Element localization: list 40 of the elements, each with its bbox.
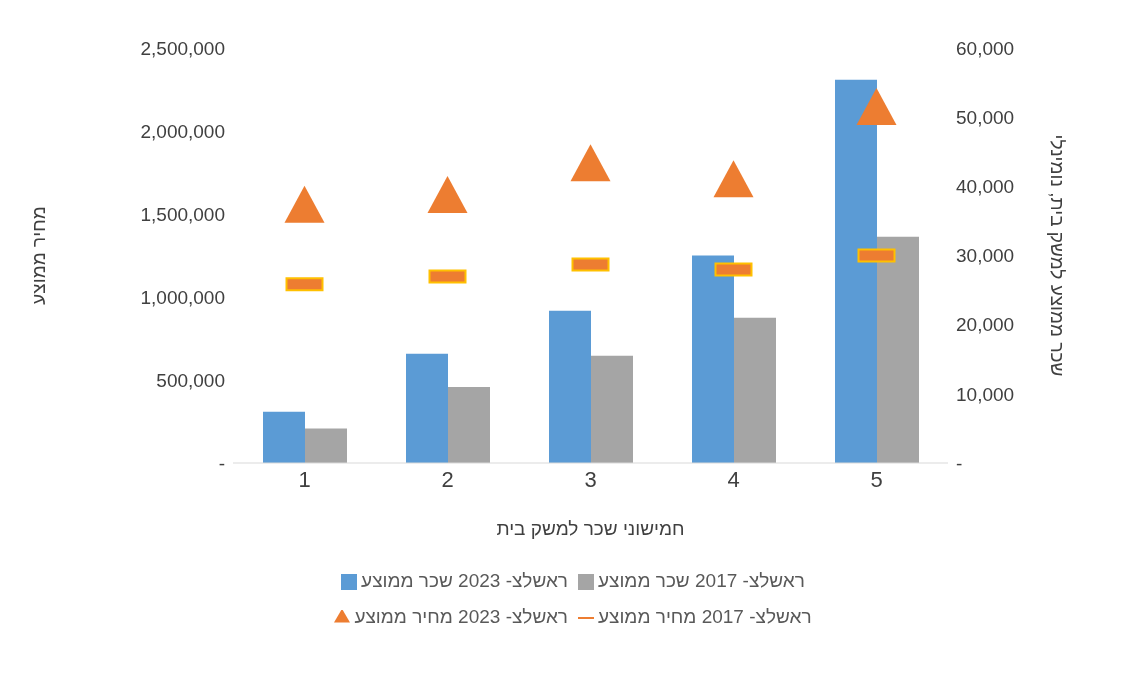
bar — [877, 236, 919, 463]
legend-label: ראשלצ- 2023 שכר ממוצע — [361, 570, 568, 591]
bar — [263, 411, 305, 463]
y2-tick-label: 10,000 — [956, 383, 1015, 405]
legend-label: ראשלצ- 2017 מחיר ממוצע — [598, 606, 812, 627]
y2-tick-label: 50,000 — [956, 106, 1015, 128]
bar — [591, 355, 633, 463]
y2-tick-label: 30,000 — [956, 245, 1015, 267]
x-tick-label: 5 — [870, 466, 883, 492]
bar — [448, 386, 490, 463]
y-tick-label: 2,000,000 — [140, 120, 225, 142]
y-tick-label: 2,500,000 — [140, 37, 225, 59]
y-tick-label: 1,500,000 — [140, 203, 225, 225]
legend-label: ראשלצ- 2023 מחיר ממוצע — [354, 606, 568, 627]
y2-tick-label: - — [956, 452, 963, 474]
y-tick-label: 1,000,000 — [140, 286, 225, 308]
point — [427, 175, 468, 213]
point — [856, 87, 897, 125]
y2-tick-label: 40,000 — [956, 176, 1015, 198]
point — [284, 185, 325, 223]
y-tick-label: 500,000 — [156, 369, 225, 391]
bar — [549, 310, 591, 463]
bar — [734, 317, 776, 463]
y2-axis-title: שכר ממוצע למשק בית, נומינלי — [1047, 134, 1069, 377]
bar — [305, 428, 347, 463]
x-tick-label: 1 — [298, 466, 311, 492]
bar — [406, 353, 448, 463]
x-tick-label: 3 — [584, 466, 597, 492]
y2-tick-label: 20,000 — [956, 314, 1015, 336]
y-tick-label: - — [218, 452, 225, 474]
bar — [835, 79, 877, 463]
y2-tick-label: 60,000 — [956, 37, 1015, 59]
x-axis-title: חמישוני שכר למשק בית — [496, 518, 685, 539]
bar — [692, 255, 734, 463]
point — [570, 144, 611, 182]
x-tick-label: 4 — [727, 466, 740, 492]
legend-label: ראשלצ- 2017 שכר ממוצע — [598, 570, 805, 591]
point — [713, 160, 754, 198]
x-tick-label: 2 — [441, 466, 454, 492]
y-axis-title: מחיר ממוצע — [27, 206, 49, 305]
